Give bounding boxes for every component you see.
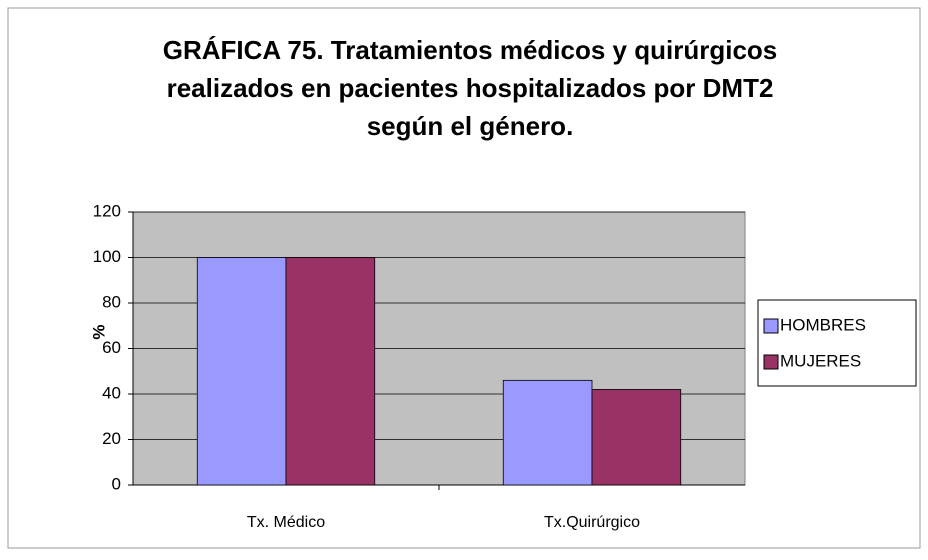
x-tick-label: Tx.Quirúrgico bbox=[544, 514, 640, 531]
y-tick-label: 60 bbox=[102, 338, 121, 357]
legend-label: MUJERES bbox=[780, 351, 861, 370]
bar bbox=[285, 257, 376, 486]
y-tick-label: 120 bbox=[93, 201, 121, 220]
y-tick-label: 100 bbox=[93, 247, 121, 266]
chart-title: realizados en pacientes hospitalizados p… bbox=[167, 73, 774, 103]
chart-title: GRÁFICA 75. Tratamientos médicos y quirú… bbox=[163, 35, 778, 65]
y-tick-label: 20 bbox=[102, 429, 121, 448]
legend-swatch bbox=[763, 354, 779, 370]
bar bbox=[591, 389, 682, 486]
x-tick-label: Tx. Médico bbox=[247, 514, 325, 531]
legend-label: HOMBRES bbox=[780, 315, 866, 334]
legend-swatch bbox=[763, 318, 779, 334]
y-tick-label: 80 bbox=[102, 292, 121, 311]
y-axis-label: % bbox=[89, 324, 108, 339]
y-tick-label: 40 bbox=[102, 383, 121, 402]
y-tick-label: 0 bbox=[112, 474, 121, 493]
chart-title: según el género. bbox=[367, 111, 574, 141]
legend-box bbox=[757, 299, 917, 387]
bar bbox=[502, 379, 593, 486]
bar bbox=[196, 257, 287, 486]
